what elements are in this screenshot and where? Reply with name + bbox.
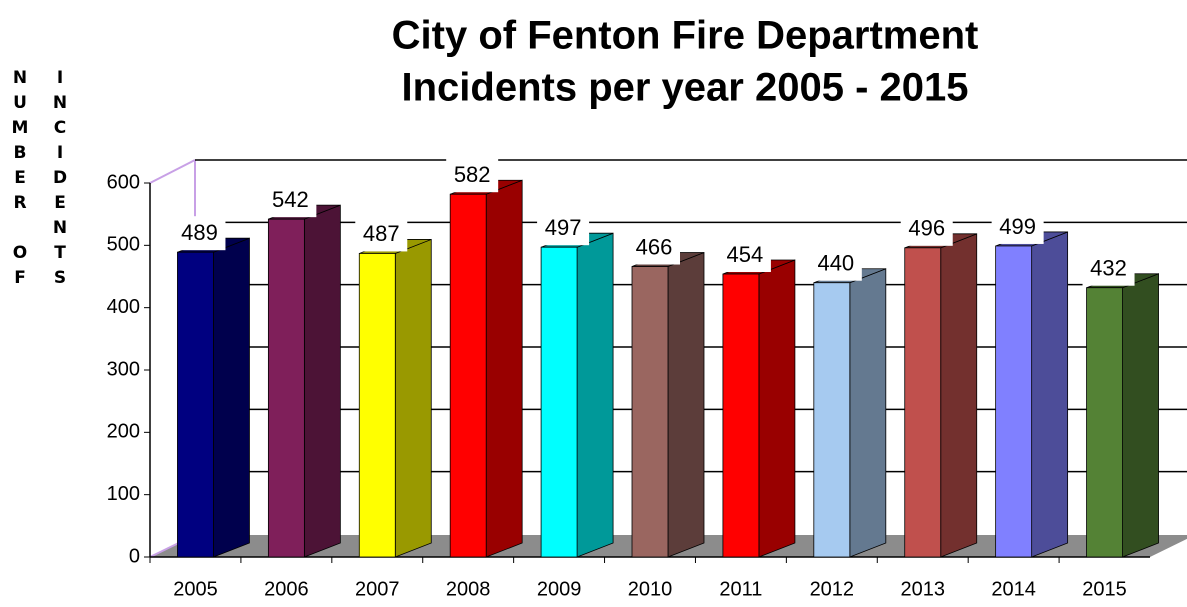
bar-side bbox=[1122, 273, 1159, 558]
x-tick-label: 2011 bbox=[719, 578, 762, 600]
value-label-box bbox=[718, 238, 771, 273]
bar bbox=[813, 282, 851, 558]
bar-side bbox=[849, 268, 887, 558]
value-label-box bbox=[809, 246, 862, 281]
chart-subtitle: Incidents per year 2005 - 2015 bbox=[402, 66, 969, 110]
bar bbox=[722, 273, 760, 558]
bar bbox=[1086, 287, 1123, 558]
x-tick-label: 2010 bbox=[628, 578, 673, 600]
value-label: 489 bbox=[181, 220, 218, 245]
bar bbox=[631, 266, 669, 558]
bar bbox=[995, 245, 1033, 558]
value-label-box bbox=[355, 217, 408, 252]
y-tick-label: 400 bbox=[107, 296, 140, 318]
value-label-box bbox=[1082, 251, 1135, 286]
value-label-box bbox=[264, 183, 317, 218]
bar-side bbox=[213, 237, 250, 558]
value-label-box bbox=[446, 158, 499, 193]
y-tick-label: 0 bbox=[129, 545, 140, 567]
value-label-box bbox=[537, 211, 590, 246]
bar bbox=[449, 193, 487, 558]
y-tick-label: 500 bbox=[107, 234, 140, 256]
bar-side bbox=[1031, 231, 1069, 558]
value-label: 466 bbox=[636, 234, 673, 259]
x-tick-label: 2008 bbox=[446, 578, 491, 600]
side-wall-edge bbox=[149, 159, 196, 184]
bar-side bbox=[940, 233, 978, 558]
x-tick-label: 2005 bbox=[173, 578, 218, 600]
bar-side bbox=[576, 232, 614, 558]
bar-side bbox=[394, 238, 432, 558]
y-tick-label: 600 bbox=[107, 171, 140, 193]
value-label: 454 bbox=[727, 242, 764, 267]
value-label-box bbox=[173, 216, 226, 251]
x-tick-label: 2009 bbox=[537, 578, 582, 600]
value-label: 487 bbox=[363, 221, 400, 246]
chart-title: City of Fenton Fire Department bbox=[392, 14, 979, 58]
bar-side bbox=[485, 179, 523, 558]
x-tick-label: 2013 bbox=[900, 578, 945, 600]
y-axis-label: INCIDENTS bbox=[50, 68, 70, 293]
x-tick-label: 2007 bbox=[355, 578, 400, 600]
y-axis-label: NUMBER OF bbox=[10, 68, 30, 293]
value-label: 542 bbox=[272, 187, 309, 212]
bar-side bbox=[303, 204, 341, 558]
value-label: 496 bbox=[908, 216, 945, 241]
bar bbox=[358, 253, 396, 558]
value-label-box bbox=[991, 209, 1044, 244]
x-tick-label: 2015 bbox=[1082, 578, 1127, 600]
x-tick-label: 2012 bbox=[810, 578, 855, 600]
y-tick-label: 300 bbox=[107, 358, 140, 380]
bar bbox=[540, 246, 578, 558]
value-label-box bbox=[628, 230, 680, 265]
value-label: 582 bbox=[454, 162, 491, 187]
bar-side bbox=[758, 259, 796, 558]
y-tick-label: 200 bbox=[107, 421, 140, 443]
x-tick-label: 2006 bbox=[264, 578, 309, 600]
value-label: 432 bbox=[1090, 256, 1127, 281]
value-label: 497 bbox=[545, 215, 582, 240]
value-label-box bbox=[900, 211, 953, 246]
value-label: 499 bbox=[999, 214, 1036, 239]
bar bbox=[177, 251, 214, 558]
bar bbox=[904, 247, 942, 558]
x-tick-label: 2014 bbox=[991, 578, 1036, 600]
bar-side bbox=[667, 251, 705, 558]
bar bbox=[267, 218, 305, 558]
value-label: 440 bbox=[817, 251, 854, 276]
y-tick-label: 100 bbox=[107, 483, 140, 505]
